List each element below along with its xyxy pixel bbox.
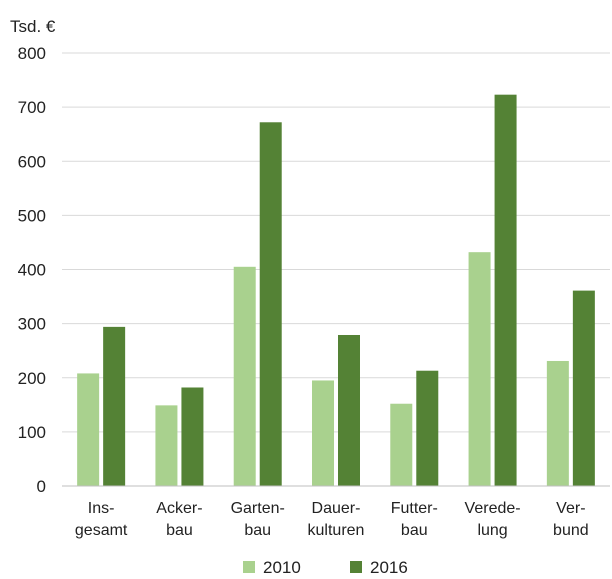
x-category-label: kulturen — [308, 522, 365, 539]
bar-2016-3 — [338, 334, 360, 486]
bar-2016-2 — [259, 122, 282, 486]
x-category-label: gesamt — [75, 522, 128, 539]
x-category-label: bau — [401, 522, 428, 539]
legend: 2010 2016 — [243, 558, 408, 577]
bar-2016-4 — [416, 370, 439, 486]
x-category-label: bau — [244, 522, 271, 539]
bar-2010-1 — [155, 405, 178, 486]
x-category-label: lung — [477, 522, 507, 539]
bar-2010-6 — [546, 360, 569, 486]
y-tick-label: 700 — [18, 98, 46, 117]
y-axis-unit-label: Tsd. € — [10, 17, 56, 36]
bar-2016-1 — [181, 387, 204, 486]
x-category-label: Ver- — [556, 500, 585, 517]
bar-2010-4 — [390, 403, 413, 486]
y-tick-label: 100 — [18, 423, 46, 442]
y-tick-label: 0 — [37, 477, 46, 496]
x-category-label: Verede- — [465, 500, 521, 517]
x-category-label: Ins- — [88, 500, 115, 517]
legend-label: 2016 — [370, 558, 408, 577]
x-category-label: bau — [166, 522, 193, 539]
y-axis-ticks: 0 100 200 300 400 500 600 700 800 — [18, 44, 46, 496]
x-category-label: Futter- — [391, 500, 438, 517]
legend-swatch-2010 — [243, 561, 255, 573]
y-tick-label: 800 — [18, 44, 46, 63]
grid-lines — [62, 52, 610, 433]
x-axis-category-labels: Ins-gesamt Acker-bau Garten-bau Dauer-kultu… — [75, 500, 589, 539]
x-category-label: Dauer- — [312, 500, 361, 517]
bar-2016-0 — [103, 326, 126, 486]
bar-2010-5 — [468, 252, 491, 486]
y-tick-label: 200 — [18, 369, 46, 388]
bar-2010-0 — [77, 373, 100, 486]
bar-2016-6 — [572, 290, 595, 486]
y-tick-label: 600 — [18, 152, 46, 171]
legend-label: 2010 — [263, 558, 301, 577]
y-tick-label: 500 — [18, 206, 46, 225]
bars — [77, 94, 595, 487]
legend-swatch-2016 — [350, 561, 362, 573]
x-category-label: Garten- — [231, 500, 285, 517]
bar-2016-5 — [494, 94, 517, 487]
bar-2010-3 — [312, 380, 334, 486]
y-tick-label: 300 — [18, 315, 46, 334]
y-tick-label: 400 — [18, 261, 46, 280]
x-category-label: Acker- — [156, 500, 202, 517]
bar-2010-2 — [233, 266, 256, 486]
x-category-label: bund — [553, 522, 589, 539]
